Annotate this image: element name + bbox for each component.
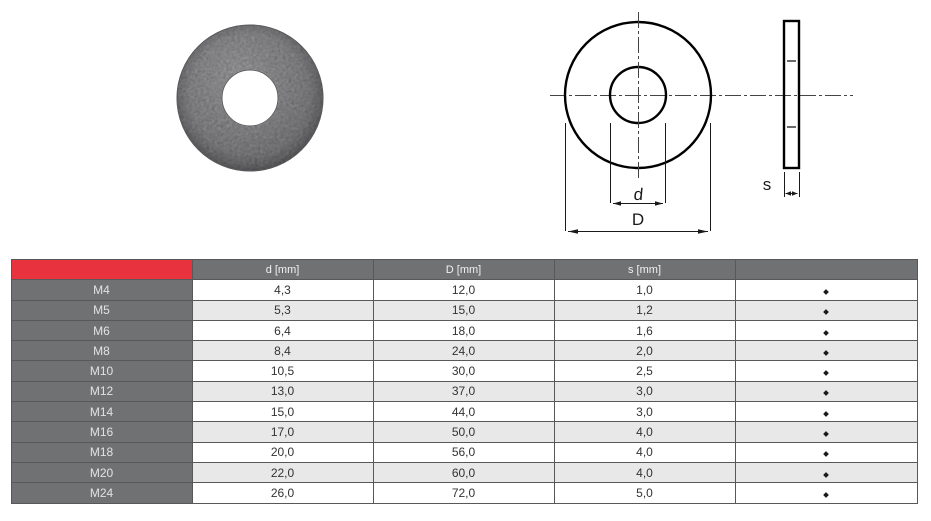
svg-text:D: D [632,210,644,229]
svg-text:s: s [763,175,772,194]
svg-text:d: d [633,185,644,204]
